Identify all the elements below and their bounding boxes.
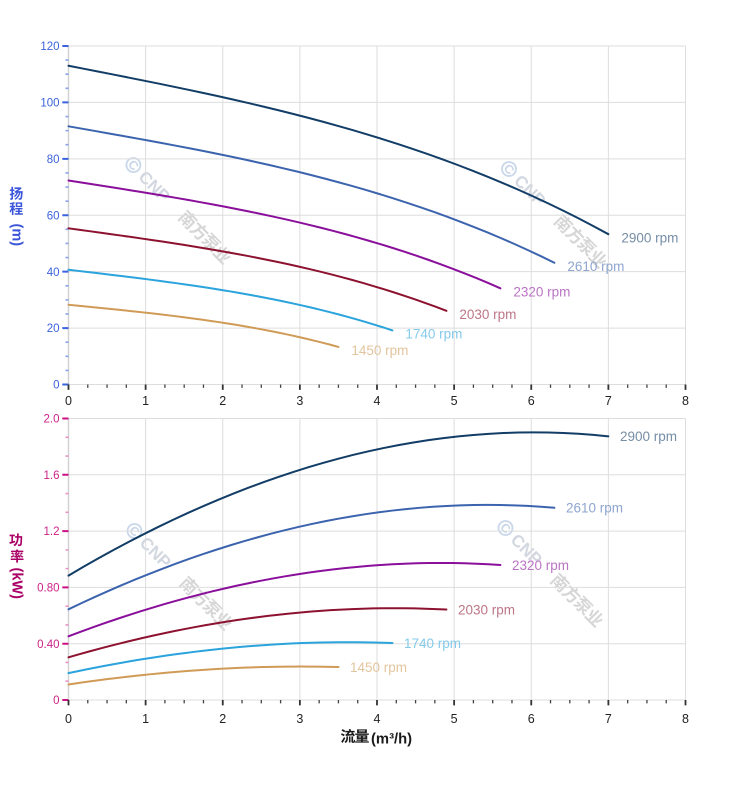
svg-text:0: 0 [53,380,59,392]
svg-text:1450 rpm: 1450 rpm [350,660,407,675]
svg-text:6: 6 [528,394,535,408]
svg-text:60: 60 [47,210,60,222]
svg-text:2: 2 [219,394,226,408]
svg-text:5: 5 [451,394,458,408]
svg-text:1: 1 [142,712,149,726]
svg-text:2320 rpm: 2320 rpm [513,285,570,300]
svg-text:0.40: 0.40 [37,639,59,651]
svg-text:1: 1 [142,394,149,408]
svg-text:(kW): (kW) [9,568,25,600]
svg-text:2.0: 2.0 [44,414,60,426]
svg-text:(m³/h): (m³/h) [371,731,412,747]
svg-text:20: 20 [47,323,60,335]
svg-text:6: 6 [528,712,535,726]
svg-text:3: 3 [296,712,303,726]
svg-text:40: 40 [47,267,60,279]
svg-text:80: 80 [47,154,60,166]
svg-text:7: 7 [605,712,612,726]
svg-text:8: 8 [682,712,689,726]
svg-text:2320 rpm: 2320 rpm [512,558,569,573]
svg-text:4: 4 [374,394,381,408]
svg-text:3: 3 [296,394,303,408]
svg-text:100: 100 [40,98,59,110]
svg-text:2900 rpm: 2900 rpm [620,429,677,444]
svg-text:1450 rpm: 1450 rpm [351,343,408,358]
svg-text:0.80: 0.80 [37,583,59,595]
svg-text:1.2: 1.2 [44,526,60,538]
svg-text:1740 rpm: 1740 rpm [405,327,462,342]
svg-text:7: 7 [605,394,612,408]
svg-text:2610 rpm: 2610 rpm [567,259,624,274]
svg-text:120: 120 [40,41,59,53]
svg-text:2610 rpm: 2610 rpm [566,501,623,516]
svg-text:1.6: 1.6 [44,470,60,482]
svg-text:2030 rpm: 2030 rpm [458,603,515,618]
svg-text:(m): (m) [9,224,25,247]
svg-text:1740 rpm: 1740 rpm [404,636,461,651]
svg-text:0: 0 [65,394,72,408]
svg-text:2: 2 [219,712,226,726]
svg-text:2900 rpm: 2900 rpm [621,231,678,246]
svg-text:4: 4 [374,712,381,726]
svg-text:8: 8 [682,394,689,408]
svg-text:2030 rpm: 2030 rpm [459,307,516,322]
svg-text:0: 0 [65,712,72,726]
svg-text:5: 5 [451,712,458,726]
svg-text:0: 0 [53,695,59,707]
